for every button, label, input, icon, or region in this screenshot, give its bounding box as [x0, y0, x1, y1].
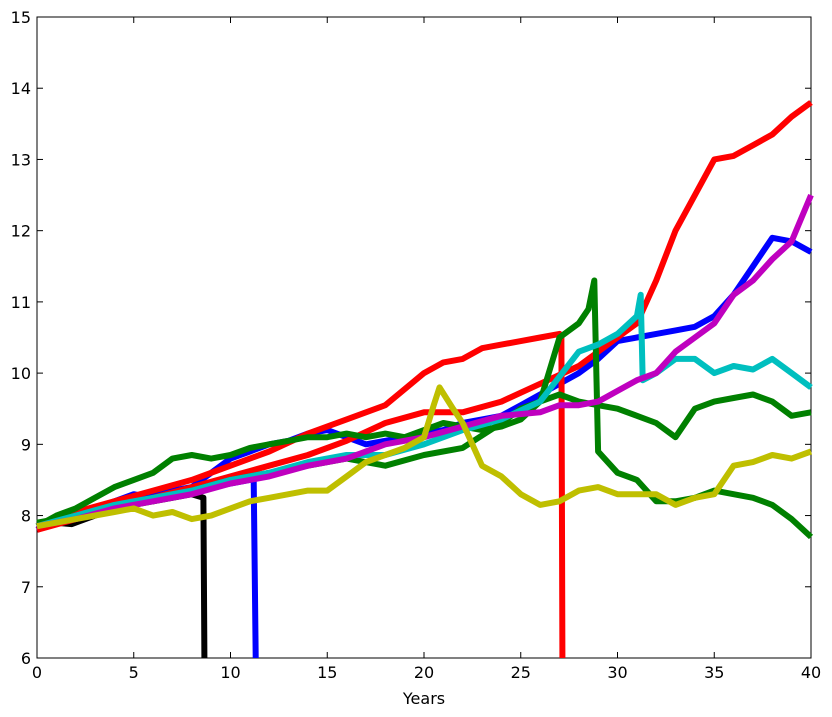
- y-tick-label: 8: [21, 507, 31, 526]
- series-line-8: [36, 193, 814, 530]
- series-layer: [35, 100, 814, 659]
- x-tick-label: 10: [220, 663, 240, 682]
- axes-layer: 0 5 10 15 20 25 30 35 40 6 7 8 9 10 11 12 13 14 15: [11, 8, 822, 682]
- y-tick-label: 14: [11, 79, 31, 98]
- series-line-5: [35, 277, 814, 540]
- y-tick-label: 6: [21, 649, 31, 668]
- y-tick-label: 13: [11, 150, 31, 169]
- x-tick-label: 25: [511, 663, 531, 682]
- y-tick-label: 12: [11, 222, 31, 241]
- x-tick-label: 20: [414, 663, 434, 682]
- series-line-4: [36, 100, 813, 533]
- series-line-7: [36, 291, 813, 530]
- x-tick-label: 5: [129, 663, 139, 682]
- x-tick-label: 30: [607, 663, 627, 682]
- x-tick-label: 35: [704, 663, 724, 682]
- x-tick-label: 0: [32, 663, 42, 682]
- y-tick-label: 7: [21, 578, 31, 597]
- x-tick-label: 40: [801, 663, 821, 682]
- x-tick-label: 15: [317, 663, 337, 682]
- y-tick-label: 10: [11, 364, 31, 383]
- x-axis-label: Years: [402, 689, 445, 708]
- y-tick-label: 11: [11, 293, 31, 312]
- y-tick-label: 15: [11, 8, 31, 27]
- plot-frame: [36, 16, 812, 659]
- series-line-9: [36, 384, 813, 530]
- y-tick-label: 9: [21, 435, 31, 454]
- series-line-3: [35, 330, 566, 659]
